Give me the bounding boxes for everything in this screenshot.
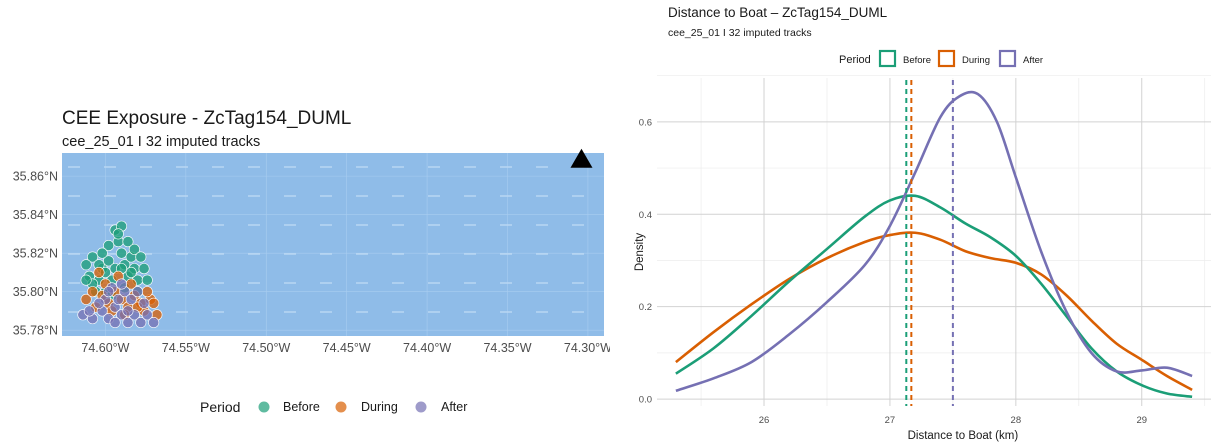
- map-point-before: [96, 247, 108, 259]
- map-point-before: [138, 263, 150, 275]
- map-x-tick-label: 74.55°W: [162, 341, 210, 355]
- density-x-axis-label: Distance to Boat (km): [908, 430, 1019, 442]
- map-x-tick-label: 74.50°W: [242, 341, 290, 355]
- density-legend-after-swatch: [998, 49, 1017, 68]
- map-point-before: [112, 228, 124, 240]
- density-subtitle: cee_25_01 I 32 imputed tracks: [668, 27, 812, 39]
- map-point-after: [93, 297, 105, 309]
- map-point-before: [103, 239, 115, 251]
- density-line-before: [675, 194, 1193, 399]
- map-point-after: [122, 317, 134, 329]
- map-point-during: [141, 286, 153, 298]
- map-legend-during-swatch: [335, 401, 347, 413]
- density-legend-after-label: After: [1023, 55, 1043, 66]
- density-plot-area: 26 27 28 29 0.0 0.2 0.4 0.6 Distance to Boat (km…: [634, 75, 1211, 442]
- map-point-after: [135, 317, 147, 329]
- map-legend-during-label: During: [361, 400, 398, 414]
- map-x-tick-label: 74.35°W: [483, 341, 531, 355]
- density-x-tick-label: 26: [759, 415, 770, 426]
- map-legend-after-swatch: [415, 401, 427, 413]
- density-legend-before-swatch: [878, 49, 897, 68]
- map-y-tick-label: 35.78°N: [13, 324, 58, 338]
- map-legend-before-label: Before: [283, 400, 320, 414]
- map-legend-title: Period: [200, 399, 240, 415]
- map-point-before: [103, 255, 115, 267]
- map-point-before: [125, 266, 137, 278]
- map-legend-after-label: After: [441, 400, 467, 414]
- density-legend: Period Before During After: [839, 49, 1043, 68]
- map-point-before: [128, 243, 140, 255]
- density-y-tick-label: 0.2: [639, 302, 652, 313]
- density-line-after: [675, 90, 1193, 392]
- map-point-before: [116, 247, 128, 259]
- density-y-axis-label: Density: [634, 233, 646, 272]
- map-point-before: [87, 251, 99, 263]
- density-x-tick-label: 27: [885, 415, 896, 426]
- map-legend-before-swatch: [258, 401, 270, 413]
- map-y-tick-label: 35.86°N: [13, 170, 58, 184]
- density-legend-during-swatch: [937, 49, 956, 68]
- map-point-after: [132, 286, 144, 298]
- exposure-map-panel: CEE Exposure - ZcTag154_DUML cee_25_01 I…: [13, 108, 610, 415]
- map-point-after: [112, 293, 124, 305]
- density-title: Distance to Boat – ZcTag154_DUML: [668, 5, 888, 20]
- map-point-before: [141, 274, 153, 286]
- density-x-tick-label: 28: [1011, 415, 1022, 426]
- map-point-before: [135, 251, 147, 263]
- map-legend: Period Before During After: [200, 399, 467, 415]
- density-line-during: [675, 231, 1193, 391]
- map-point-during: [80, 293, 92, 305]
- map-plot-area: 74.60°W 74.55°W 74.50°W 74.45°W 74.40°W 74.35…: [13, 148, 610, 355]
- map-point-after: [109, 317, 121, 329]
- map-point-after: [116, 278, 128, 290]
- map-point-after: [122, 305, 134, 317]
- map-point-after: [125, 293, 137, 305]
- map-point-after: [148, 317, 160, 329]
- map-y-tick-label: 35.84°N: [13, 208, 58, 222]
- map-x-tick-label: 74.60°W: [81, 341, 129, 355]
- map-point-before: [80, 259, 92, 271]
- map-x-tick-label: 74.30°W: [564, 341, 610, 355]
- map-title: CEE Exposure - ZcTag154_DUML: [62, 108, 351, 129]
- map-point-after: [83, 305, 95, 317]
- density-y-tick-label: 0.6: [639, 117, 652, 128]
- map-point-before: [122, 236, 134, 248]
- distance-density-chart: Distance to Boat – ZcTag154_DUML cee_25_…: [634, 5, 1211, 442]
- density-legend-title: Period: [839, 54, 871, 66]
- map-point-during: [87, 286, 99, 298]
- density-x-tick-label: 29: [1136, 415, 1147, 426]
- map-y-tick-label: 35.82°N: [13, 247, 58, 261]
- exposure-map-chart: CEE Exposure - ZcTag154_DUML cee_25_01 I…: [13, 108, 610, 415]
- map-point-before: [80, 274, 92, 286]
- boat-location-triangle: [570, 148, 593, 168]
- map-point-after: [138, 297, 150, 309]
- density-y-tick-label: 0.4: [639, 210, 652, 221]
- map-point-after: [141, 309, 153, 321]
- map-subtitle: cee_25_01 I 32 imputed tracks: [62, 134, 260, 150]
- density-legend-before-label: Before: [903, 55, 931, 66]
- density-legend-during-label: During: [962, 55, 990, 66]
- map-point-during: [148, 297, 160, 309]
- density-y-tick-label: 0.0: [639, 395, 652, 406]
- map-y-tick-label: 35.80°N: [13, 285, 58, 299]
- map-point-after: [103, 286, 115, 298]
- map-point-during: [93, 266, 105, 278]
- distance-density-panel: Distance to Boat – ZcTag154_DUML cee_25_…: [610, 0, 1219, 444]
- map-x-tick-label: 74.45°W: [323, 341, 371, 355]
- map-x-tick-label: 74.40°W: [403, 341, 451, 355]
